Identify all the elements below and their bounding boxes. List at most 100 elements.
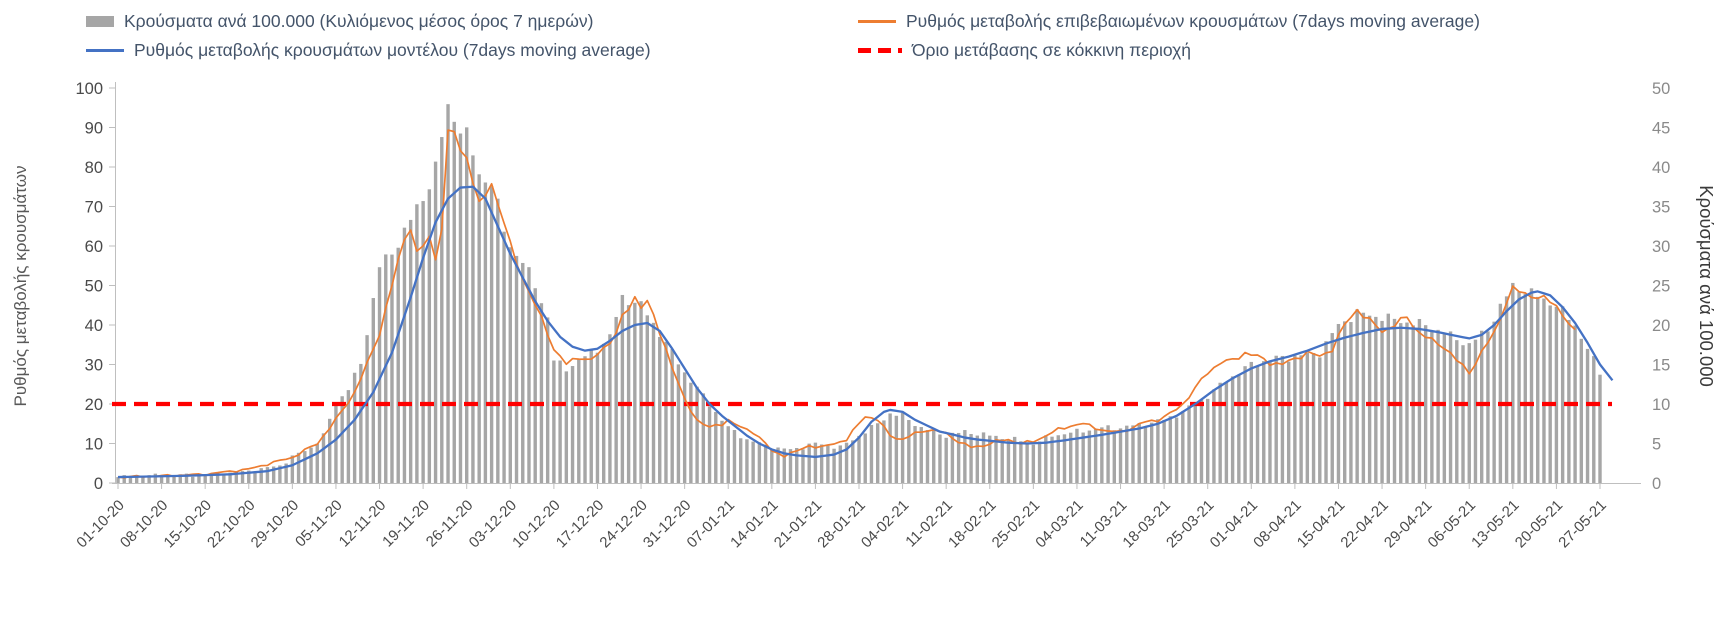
bar — [944, 437, 948, 483]
bar — [1585, 348, 1590, 483]
bar — [795, 448, 799, 483]
bar — [458, 133, 463, 483]
legend-label-red-threshold: Όριο μετάβασης σε κόκκινη περιοχή — [912, 39, 1192, 60]
left-axis-title: Ρυθμός μεταβολής κρουσμάτων — [11, 166, 30, 407]
bar — [259, 468, 263, 483]
bar — [1324, 341, 1328, 483]
bar — [938, 434, 942, 483]
bar — [732, 429, 737, 483]
bar — [253, 472, 257, 483]
bar — [589, 349, 593, 483]
y-left-tick-label: 80 — [85, 159, 103, 177]
bar — [1031, 444, 1036, 483]
bar — [1243, 366, 1247, 483]
x-tick-label: 04-03-21 — [1032, 497, 1086, 551]
legend-item-cases-per-100k: Κρούσματα ανά 100.000 (Κυλιόμενος μέσος … — [86, 9, 593, 33]
bar — [689, 382, 693, 483]
bar — [452, 121, 456, 483]
bar — [701, 393, 706, 483]
bar — [346, 390, 351, 483]
bar — [1523, 293, 1527, 483]
bar — [994, 435, 998, 483]
bar — [1592, 356, 1596, 483]
y-left-tick-label: 70 — [85, 199, 103, 217]
bars-series — [116, 104, 1602, 484]
bar — [1106, 425, 1110, 483]
bar — [1504, 296, 1509, 483]
bar — [714, 411, 718, 483]
bar — [197, 475, 201, 483]
y-right-tick-label: 45 — [1652, 120, 1670, 138]
bar — [1598, 374, 1602, 483]
bar — [676, 364, 681, 483]
bar — [1137, 423, 1141, 483]
y-left-tick-label: 30 — [85, 357, 103, 375]
bar — [1554, 306, 1559, 483]
bar — [1430, 330, 1434, 483]
bar — [1112, 430, 1116, 483]
bar — [932, 429, 936, 483]
x-tick-label: 19-11-20 — [379, 497, 433, 551]
bar — [851, 440, 855, 483]
bar — [489, 186, 494, 483]
bar — [384, 254, 388, 483]
y-left-tick-label: 40 — [85, 317, 103, 335]
bar — [1498, 303, 1503, 483]
bar — [658, 336, 662, 483]
legend-item-model-rate: Ρυθμός μεταβολής κρουσμάτων μοντέλου (7d… — [86, 38, 651, 62]
bar — [1367, 315, 1372, 483]
bar — [153, 473, 158, 483]
bar — [1548, 305, 1552, 483]
bar — [626, 305, 631, 483]
bar — [1442, 333, 1447, 483]
bar — [321, 433, 326, 483]
bar — [1517, 291, 1521, 483]
bar — [1274, 355, 1278, 483]
bar — [1355, 309, 1359, 483]
bar — [1423, 325, 1428, 483]
gray-bar-swatch — [86, 15, 114, 27]
y-left-tick-label: 50 — [85, 278, 103, 296]
bar — [328, 418, 332, 483]
bar — [1318, 357, 1322, 483]
bar — [1405, 322, 1409, 483]
bar — [1044, 435, 1048, 483]
bar — [1268, 360, 1272, 483]
bar — [1330, 333, 1334, 483]
bar — [359, 363, 363, 483]
bar — [496, 198, 500, 483]
bar — [1174, 417, 1179, 483]
bar — [1075, 428, 1079, 483]
bar — [514, 255, 519, 483]
legend-label-model-rate: Ρυθμός μεταβολής κρουσμάτων μοντέλου (7d… — [134, 39, 651, 60]
bar — [303, 451, 307, 483]
bar — [240, 471, 245, 483]
bar — [707, 406, 712, 483]
bar — [178, 474, 182, 483]
bar — [1181, 411, 1185, 483]
bar — [1056, 435, 1060, 483]
bar — [720, 420, 724, 483]
bar — [1436, 329, 1440, 483]
bar — [1230, 376, 1235, 483]
x-tick-label: 27-05-21 — [1555, 497, 1609, 551]
bar — [465, 127, 469, 484]
bar — [1218, 382, 1222, 483]
bar — [1336, 323, 1341, 483]
bar — [645, 315, 649, 483]
bar — [1050, 436, 1054, 483]
bar — [614, 316, 618, 483]
legend-item-red-threshold: Όριο μετάβασης σε κόκκινη περιοχή — [858, 38, 1191, 62]
bar — [1125, 425, 1129, 483]
y-right-tick-label: 20 — [1652, 317, 1670, 335]
bar — [1100, 427, 1104, 483]
red-dash-swatch — [858, 47, 902, 53]
right-axis-title: Κρούσματα ανά 100.000 — [1696, 185, 1714, 387]
y-right-tick-label: 30 — [1652, 238, 1670, 256]
bar — [1237, 374, 1241, 483]
bar — [234, 471, 239, 483]
bar — [745, 439, 749, 483]
bar — [265, 467, 270, 483]
bar — [1579, 338, 1584, 483]
bar — [1019, 441, 1023, 483]
